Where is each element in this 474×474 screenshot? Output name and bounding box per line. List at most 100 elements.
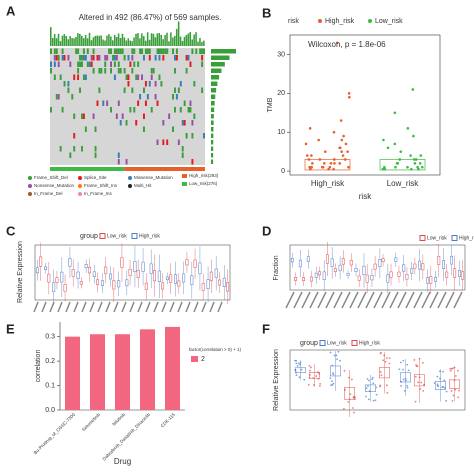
dot (436, 383, 439, 386)
oncoprint-cell (119, 68, 122, 74)
top-bar (51, 37, 54, 46)
dot (308, 364, 311, 367)
oncoprint-cell (90, 55, 93, 61)
row-bar (211, 127, 214, 132)
point (335, 41, 339, 45)
box (222, 277, 226, 288)
box (304, 159, 351, 171)
box (435, 381, 446, 390)
oncoprint-cell (53, 55, 56, 61)
top-bar (77, 33, 79, 46)
point (399, 150, 403, 153)
dot (349, 393, 352, 396)
box (144, 282, 148, 290)
dot (403, 389, 406, 392)
oncoprint-cell (92, 48, 95, 54)
box (92, 271, 96, 277)
tick-stub (65, 301, 71, 313)
row-bar (211, 153, 214, 158)
point (338, 162, 342, 165)
oncoprint-cell (187, 55, 190, 61)
top-bar (84, 34, 87, 46)
box (357, 275, 361, 281)
y-tick-label: 20 (277, 90, 285, 97)
box (457, 270, 461, 277)
point (417, 167, 420, 171)
box (84, 264, 88, 269)
oncoprint-cell (57, 55, 60, 61)
point (381, 167, 385, 171)
top-bar (172, 37, 174, 46)
top-bar (100, 35, 102, 46)
point (333, 162, 336, 165)
top-bar (73, 38, 75, 46)
box (322, 271, 326, 280)
point (340, 150, 343, 153)
dot (300, 368, 303, 371)
legend-swatch (182, 182, 187, 186)
oncoprint-cell (127, 74, 130, 80)
point (382, 138, 385, 142)
box (177, 280, 181, 287)
top-bar (123, 37, 126, 46)
top-bar (59, 41, 62, 46)
oncoprint-cell (73, 146, 76, 152)
oncoprint-cell (143, 113, 145, 119)
box (306, 256, 310, 262)
dot (454, 375, 457, 377)
dot (386, 357, 388, 359)
y-tick-label: 0.1 (45, 382, 55, 389)
oncoprint-cell (77, 74, 80, 80)
oncoprint-cell (187, 107, 190, 113)
legend-swatch (28, 176, 32, 180)
point (416, 165, 419, 169)
point (307, 158, 311, 161)
top-bar (88, 32, 91, 46)
box (413, 263, 417, 269)
oncoprint-cell (92, 113, 95, 119)
legend-label: High_risk (139, 233, 160, 239)
top-bar (146, 32, 149, 46)
point (323, 150, 327, 153)
top-bar (86, 38, 89, 46)
oncoprint-cell (154, 94, 157, 100)
oncoprint-cell (50, 48, 52, 54)
panel-letter: D (262, 223, 271, 238)
oncoprint-cell (117, 159, 120, 165)
oncoprint-cell (193, 81, 196, 87)
oncoprint-cell (172, 126, 174, 132)
point (406, 127, 410, 130)
oncoprint-cell (53, 61, 56, 67)
tick-stub (89, 301, 95, 313)
box (349, 260, 353, 266)
dot (416, 365, 419, 368)
box (410, 268, 414, 274)
top-bar (181, 40, 184, 46)
box (330, 258, 334, 268)
dot (375, 393, 378, 396)
box (445, 271, 449, 278)
point (398, 158, 402, 161)
point (323, 162, 326, 165)
legend-label: Low_risk(276) (189, 181, 218, 186)
box (378, 259, 382, 268)
oncoprint-cell (81, 61, 83, 67)
box (100, 280, 104, 286)
legend-swatch (368, 19, 372, 23)
bar (165, 326, 180, 410)
dot (413, 359, 416, 361)
legend-swatch (78, 184, 82, 188)
oncoprint-cell (113, 48, 116, 54)
oncoprint-title: Altered in 492 (86.47%) of 569 samples. (79, 13, 222, 22)
oncoprint-cell (174, 107, 176, 113)
oncoprint-cell (150, 74, 153, 80)
top-bar (65, 36, 68, 46)
box (60, 271, 64, 283)
top-bar (141, 33, 143, 46)
legend-swatch (351, 340, 358, 346)
top-bar (121, 33, 124, 46)
top-bar (119, 37, 122, 46)
oncoprint-cell (125, 74, 128, 80)
oncoprint-cell (185, 68, 188, 74)
dot (384, 360, 387, 363)
